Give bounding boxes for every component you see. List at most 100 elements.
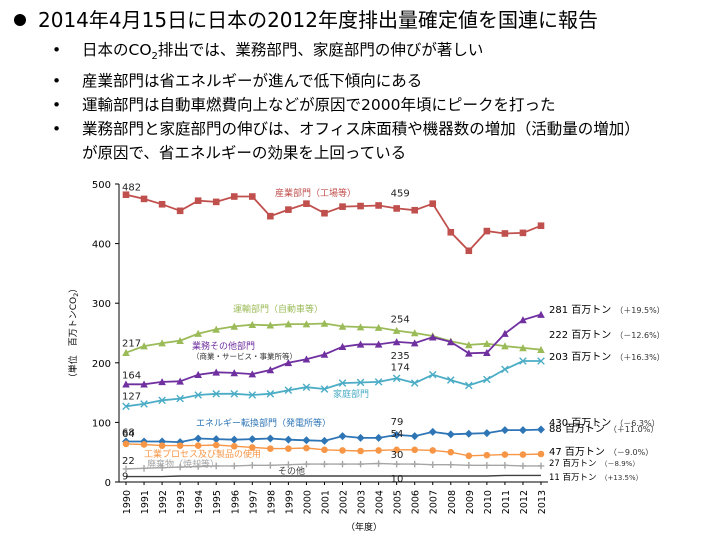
x-tick-label: 1994: [194, 490, 205, 514]
data-point: [537, 222, 545, 230]
mid-value-label: 459: [391, 188, 410, 199]
start-value-label: 22: [122, 456, 135, 467]
data-point: [302, 383, 311, 392]
end-change-label: （－6.3%）: [615, 419, 659, 428]
end-change-label: （－12.6%）: [615, 331, 664, 340]
data-point: [249, 193, 256, 200]
end-change-label: （＋16.3%）: [615, 353, 664, 362]
x-tick-label: 2009: [465, 490, 476, 514]
data-point: [176, 207, 184, 215]
data-point: [428, 370, 437, 379]
data-point: [303, 200, 310, 207]
data-point: [519, 316, 527, 324]
data-point: [501, 329, 509, 337]
data-point: [519, 451, 527, 458]
data-point: [519, 462, 527, 470]
end-value-label: 88 百万トン: [549, 423, 605, 435]
data-point: [519, 357, 527, 365]
data-point: [285, 445, 292, 452]
mid-value-label: 235: [391, 351, 410, 362]
x-tick-label: 2000: [302, 490, 313, 514]
mid-value-label: 10: [391, 474, 404, 485]
data-point: [501, 365, 509, 374]
data-point: [501, 451, 509, 458]
bullet-list: • 日本のCO2排出では、業務部門、家庭部門の伸びが著しい • 産業部門は省エネ…: [50, 38, 710, 165]
data-point: [285, 461, 292, 469]
x-tick-label: 2011: [501, 490, 512, 514]
x-tick-label: 2002: [339, 490, 350, 514]
data-point: [357, 460, 364, 468]
data-point: [465, 381, 473, 390]
data-point: [393, 205, 400, 212]
bullet-item: • 産業部門は省エネルギーが進んで低下傾向にある: [50, 69, 710, 93]
x-tick-label: 2007: [429, 490, 440, 514]
data-point: [320, 385, 329, 393]
x-tick-label: 2010: [483, 490, 494, 514]
data-point: [338, 379, 347, 387]
data-point: [140, 441, 148, 448]
data-point: [230, 389, 239, 398]
series-name-label: 工業プロセス及び製品の使用: [144, 448, 261, 460]
data-point: [429, 447, 437, 454]
data-point: [411, 206, 418, 214]
end-value-label: 281 百万トン: [549, 304, 611, 316]
data-point: [537, 310, 545, 318]
data-point: [338, 322, 347, 330]
data-point: [248, 435, 257, 444]
x-tick-label: 2005: [393, 490, 404, 514]
bullet-item: • 業務部門と家庭部門の伸びは、オフィス床面積や機器数の増加（活動量の増加） が…: [50, 117, 710, 165]
series-line: [126, 428, 542, 444]
data-point: [447, 461, 455, 469]
series-name-label: エネルギー転換部門（発電所等）: [196, 417, 331, 429]
start-value-label: 482: [122, 183, 141, 194]
data-point: [194, 391, 202, 399]
data-point: [122, 380, 130, 388]
data-point: [248, 370, 257, 378]
data-point: [303, 460, 310, 468]
data-point: [501, 462, 509, 469]
data-point: [230, 369, 239, 377]
end-change-label: （+13.5%）: [601, 474, 643, 482]
data-point: [230, 462, 238, 470]
series-name-label: 業務その他部門: [192, 340, 255, 352]
mid-value-label: 54: [391, 429, 404, 440]
data-point: [212, 462, 220, 470]
data-point: [176, 377, 184, 385]
bullet-item: • 日本のCO2排出では、業務部門、家庭部門の伸びが著しい: [50, 38, 710, 69]
data-point: [266, 321, 275, 329]
end-change-label: （－9.0%）: [609, 448, 653, 457]
data-point: [483, 339, 491, 348]
data-point: [194, 434, 203, 443]
data-point: [194, 442, 202, 449]
data-point: [140, 464, 148, 472]
y-tick-label: 300: [92, 299, 111, 310]
end-value-label: 430 百万トン: [549, 417, 611, 429]
series-name-label: 運輸部門（自動車等）: [233, 303, 323, 315]
data-point: [375, 460, 382, 467]
data-point: [122, 465, 130, 473]
data-point: [321, 460, 328, 468]
bullet-text-pre: 日本のCO: [82, 41, 152, 59]
series-line: [125, 193, 542, 253]
data-point: [446, 430, 455, 439]
x-tick-label: 1999: [284, 490, 295, 514]
bullet-text-post: 排出では、業務部門、家庭部門の伸びが著しい: [157, 41, 484, 59]
data-point: [266, 389, 275, 398]
data-point: [267, 445, 274, 452]
data-point: [410, 379, 419, 387]
end-value-label: 47 百万トン: [549, 446, 605, 458]
data-point: [392, 374, 401, 383]
data-point: [176, 463, 184, 471]
data-point: [465, 341, 473, 349]
data-point: [465, 462, 473, 469]
mid-value-label: 30: [391, 450, 404, 461]
series-name-label: 産業部門（工場等）: [275, 187, 356, 199]
x-tick-label: 2004: [375, 490, 386, 514]
data-point: [428, 427, 437, 436]
data-point: [158, 339, 166, 347]
data-point: [122, 191, 130, 199]
data-point: [122, 440, 130, 448]
end-change-label: （＋11.0%）: [609, 425, 658, 434]
data-point: [140, 195, 148, 203]
data-point: [338, 342, 347, 351]
